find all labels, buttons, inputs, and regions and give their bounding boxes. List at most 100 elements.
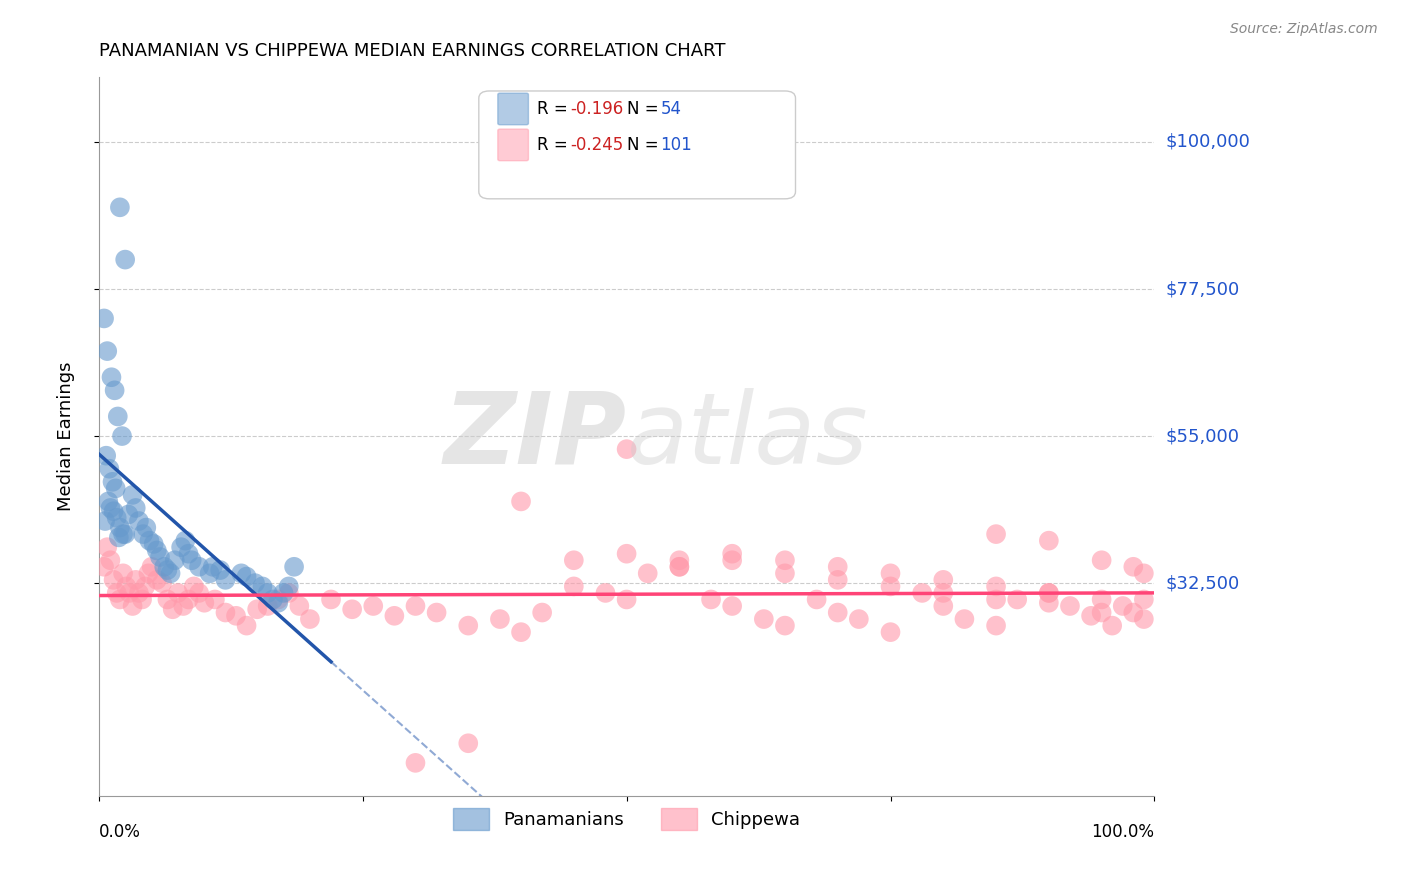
Point (243, 576, 266, 591)
Point (932, 573, 955, 587)
Point (177, 547, 200, 561)
Point (94, 514, 117, 528)
Point (405, 599, 427, 613)
Text: -0.196: -0.196 (571, 100, 624, 118)
Point (273, 586, 295, 600)
Point (953, 612, 976, 626)
Point (156, 563, 179, 577)
Point (235, 569, 257, 583)
Point (108, 200, 131, 214)
Point (1005, 592, 1028, 607)
Point (1038, 596, 1060, 610)
Point (911, 586, 934, 600)
Point (131, 592, 153, 607)
Point (132, 527, 155, 541)
Point (96, 449, 118, 463)
Point (932, 599, 955, 613)
Point (246, 602, 269, 616)
Point (1080, 608, 1102, 623)
Point (167, 586, 190, 600)
Point (117, 508, 139, 522)
FancyBboxPatch shape (498, 93, 529, 125)
Point (100, 553, 122, 567)
Point (616, 442, 638, 457)
Point (128, 586, 150, 600)
Text: atlas: atlas (627, 387, 869, 484)
Point (668, 553, 690, 567)
Point (1122, 606, 1144, 620)
Point (115, 579, 138, 593)
Point (98, 462, 121, 476)
Point (107, 409, 129, 424)
Point (1038, 586, 1060, 600)
Point (319, 592, 342, 607)
Point (112, 527, 135, 541)
Point (146, 573, 169, 587)
Point (142, 537, 165, 551)
Text: 0.0%: 0.0% (98, 823, 141, 841)
Point (198, 566, 221, 581)
Point (209, 563, 232, 577)
Point (510, 625, 533, 640)
Point (806, 592, 828, 607)
Point (984, 579, 1007, 593)
Point (1133, 612, 1156, 626)
Point (114, 252, 136, 267)
Point (153, 559, 176, 574)
Point (101, 475, 124, 489)
Point (457, 618, 479, 632)
Point (1038, 586, 1060, 600)
Point (1101, 618, 1123, 632)
Point (96, 344, 118, 359)
Point (96, 540, 118, 554)
Point (595, 586, 617, 600)
Point (177, 592, 200, 607)
Point (108, 520, 131, 534)
Point (150, 576, 173, 591)
Point (193, 596, 215, 610)
Legend: Panamanians, Chippewa: Panamanians, Chippewa (446, 800, 807, 837)
Text: $32,500: $32,500 (1166, 574, 1240, 592)
Point (104, 481, 127, 495)
Point (457, 736, 479, 750)
Point (125, 573, 148, 587)
Point (340, 602, 363, 616)
Point (93, 311, 115, 326)
Text: PANAMANIAN VS CHIPPEWA MEDIAN EARNINGS CORRELATION CHART: PANAMANIAN VS CHIPPEWA MEDIAN EARNINGS C… (98, 42, 725, 60)
Point (668, 559, 690, 574)
Point (637, 566, 659, 581)
Point (489, 612, 512, 626)
Point (361, 599, 384, 613)
Text: -0.245: -0.245 (571, 136, 624, 154)
Point (105, 586, 128, 600)
Point (93, 559, 115, 574)
Point (146, 543, 169, 558)
Point (135, 520, 157, 534)
Point (531, 606, 554, 620)
Point (256, 599, 278, 613)
Point (267, 596, 290, 610)
Point (700, 592, 723, 607)
Point (188, 586, 211, 600)
Point (267, 592, 290, 607)
Point (235, 618, 257, 632)
Point (252, 579, 274, 593)
Point (162, 602, 184, 616)
Point (721, 547, 744, 561)
Point (277, 586, 299, 600)
Point (827, 606, 849, 620)
Point (879, 566, 901, 581)
Point (1091, 553, 1114, 567)
Point (510, 494, 533, 508)
Text: $55,000: $55,000 (1166, 427, 1240, 445)
Point (225, 608, 247, 623)
Point (172, 599, 194, 613)
Point (105, 510, 128, 524)
Point (721, 599, 744, 613)
Point (125, 500, 148, 515)
Point (848, 612, 870, 626)
Point (138, 566, 160, 581)
Point (984, 592, 1007, 607)
Point (121, 599, 143, 613)
Point (984, 618, 1007, 632)
